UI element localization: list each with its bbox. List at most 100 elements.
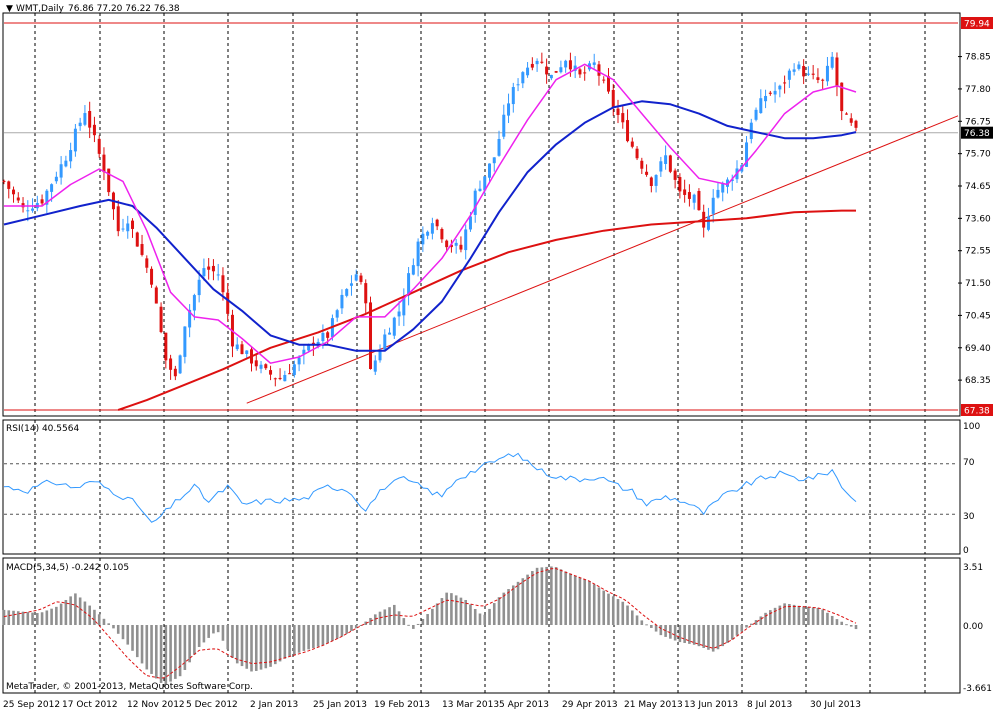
candle-body (359, 275, 363, 282)
macd-bar (583, 579, 586, 625)
macd-bar (240, 625, 244, 667)
macd-bar (659, 625, 663, 636)
macd-bar (288, 625, 291, 657)
candle-body (192, 295, 196, 311)
candle-body (745, 142, 749, 167)
candle-body (702, 211, 706, 228)
macd-bar (630, 610, 634, 625)
macd-bar (36, 613, 39, 625)
rsi-pane[interactable] (2, 419, 961, 555)
macd-bar (193, 625, 196, 655)
candle-body (764, 95, 768, 102)
macd-bar (93, 609, 96, 625)
candle-body (269, 370, 273, 375)
candle-body (492, 157, 496, 164)
symbol-label: WMT,Daily (16, 4, 64, 14)
candle-body (388, 332, 392, 335)
candle-body (416, 241, 420, 267)
macd-bar (50, 608, 53, 625)
candle-body (535, 60, 539, 65)
candle-body (545, 66, 549, 75)
macd-bar (402, 618, 406, 625)
macd-bar (83, 601, 87, 625)
macd-bar (849, 625, 853, 627)
macd-bar (488, 608, 491, 625)
price-pane[interactable] (2, 12, 961, 417)
macd-bar (550, 566, 553, 625)
macd-bar (840, 621, 844, 625)
chart-menu-icon[interactable]: ▼ (6, 4, 13, 14)
candle-body (578, 69, 582, 75)
macd-label: MACD(5,34,5) -0.242 0.105 (6, 563, 129, 573)
candle-body (402, 297, 406, 316)
candle-body (411, 265, 415, 275)
macd-bar (188, 625, 191, 663)
candle-body (716, 189, 720, 198)
macd-bar (511, 585, 515, 625)
candle-body (259, 364, 263, 369)
candle-body (245, 350, 249, 354)
macd-bar (573, 575, 577, 625)
macd-bar (259, 625, 263, 670)
candle-body (150, 268, 154, 285)
rsi-tick-0: 0 (963, 546, 969, 556)
macd-bar (126, 625, 130, 645)
candle-body (721, 182, 725, 193)
macd-bar (169, 625, 172, 682)
candle-body (616, 108, 620, 115)
candle-body (445, 240, 449, 248)
candle-body (73, 128, 77, 152)
candle-body (635, 148, 639, 159)
time-label: 8 Jul 2013 (747, 700, 792, 710)
candle-body (759, 98, 763, 114)
candle-body (40, 199, 44, 204)
candle-body (145, 258, 149, 268)
candle-body (340, 294, 344, 309)
macd-bar (293, 625, 296, 655)
macd-bar (393, 604, 396, 625)
macd-bar (345, 625, 349, 634)
candle-body (59, 164, 63, 178)
candle-body (345, 289, 349, 296)
time-axis: 25 Sep 2012 17 Oct 2012 12 Nov 2012 5 Dec 2… (3, 700, 861, 710)
candle-body (226, 292, 230, 314)
candle-body (373, 360, 377, 372)
ma-slow-line (117, 209, 856, 411)
candle-body (497, 139, 501, 156)
macd-bar (483, 614, 487, 625)
macd-bar (650, 625, 653, 628)
macd-bar (745, 625, 748, 628)
candle-body (92, 124, 96, 136)
candle-body (725, 179, 729, 187)
macd-bar (435, 603, 439, 625)
macd-pane[interactable] (2, 557, 961, 694)
macd-bar (112, 625, 115, 629)
candle-body (383, 334, 387, 350)
macd-bar (531, 571, 534, 625)
horizontal-levels (4, 22, 959, 515)
macd-bar (588, 581, 591, 625)
candle-body (421, 233, 425, 245)
price-axis: 78.85 77.80 76.75 75.70 74.65 73.60 72.55 71.50… (958, 17, 993, 417)
macd-bar (245, 625, 249, 669)
ma-fast-line (4, 63, 857, 364)
candle-body (254, 360, 258, 367)
rsi-line (3, 452, 857, 523)
macd-bar (131, 625, 134, 651)
candle-body (540, 61, 544, 63)
macd-bar (769, 610, 772, 625)
candle-body (554, 71, 558, 73)
candle-body (264, 364, 268, 369)
candle-body (407, 273, 411, 296)
candle-body (183, 326, 187, 357)
current-price-badge-bg (961, 126, 993, 139)
candle-body (821, 79, 825, 81)
macd-bar (464, 599, 467, 625)
candle-body (173, 368, 177, 377)
candle-body (597, 64, 601, 76)
macd-bar (335, 625, 339, 639)
macd-bar (621, 601, 625, 625)
macd-indicator (2, 566, 858, 685)
macd-bar (250, 625, 253, 672)
